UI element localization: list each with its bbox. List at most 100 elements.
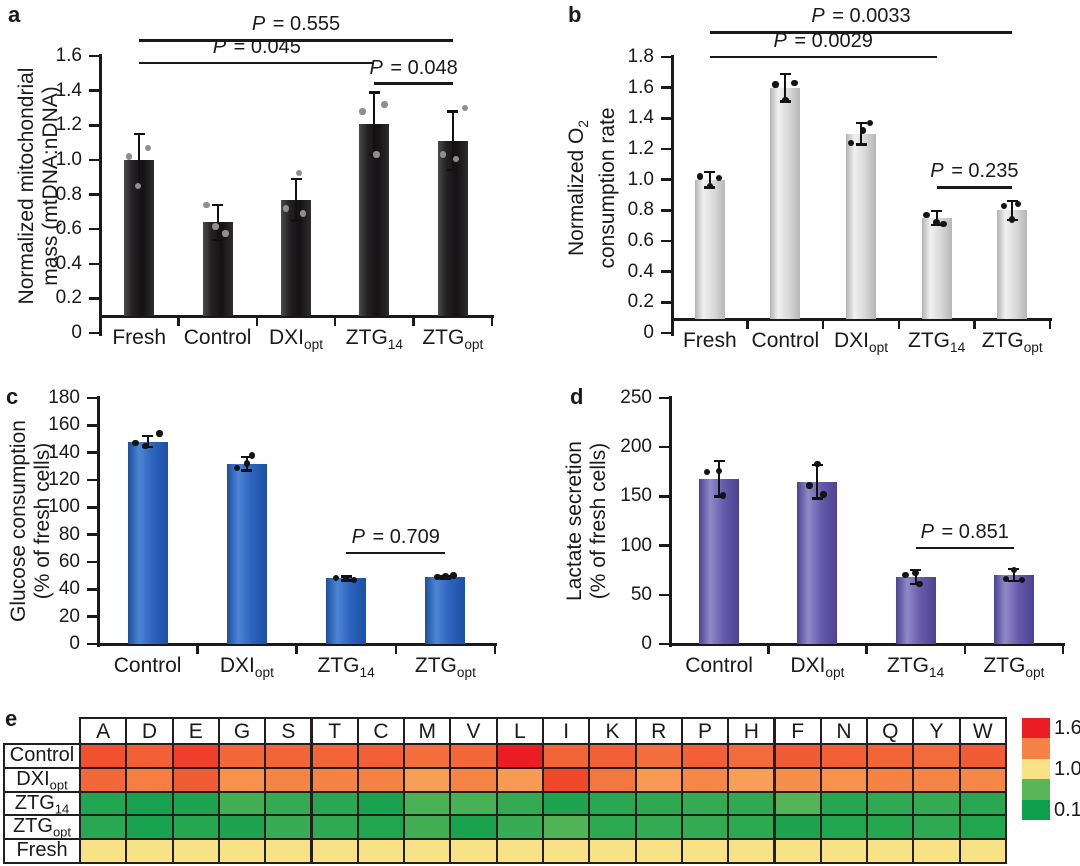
y-tick [661, 117, 672, 120]
heatmap-row-label: ZTGopt [3, 814, 81, 841]
heatmap-column-header: R [634, 717, 683, 745]
data-point [282, 205, 290, 212]
x-tick [493, 644, 497, 654]
colorbar-label: 0.1 [1054, 798, 1080, 821]
bar [770, 87, 801, 319]
y-tick [661, 239, 672, 243]
heatmap-column-header: Q [866, 717, 915, 745]
error-bar-cap-top [241, 455, 253, 458]
data-point [342, 575, 350, 583]
heatmap-cell [495, 790, 544, 817]
y-tick-label: 140 [48, 441, 80, 463]
x-axis-line [98, 314, 494, 318]
category-label: ZTG14 [908, 329, 966, 355]
y-tick-label: 40 [58, 578, 80, 600]
heatmap-cell [866, 766, 915, 793]
error-bar [138, 133, 141, 186]
y-tick-label: 1.0 [55, 148, 82, 170]
data-point [132, 439, 139, 447]
heatmap-cell [727, 766, 776, 793]
y-axis-title: Glucose consumption (% of fresh cells) [7, 420, 54, 622]
y-tick-label: 1.4 [55, 79, 82, 101]
heatmap-column-header: E [171, 717, 220, 745]
y-tick [659, 593, 670, 597]
heatmap-column-header: C [356, 717, 406, 745]
heatmap-cell [125, 790, 174, 817]
error-bar [914, 570, 917, 584]
y-tick-label: 60 [58, 551, 80, 572]
data-point [359, 108, 366, 115]
heatmap-cell [912, 766, 961, 793]
x-tick [196, 644, 199, 654]
heatmap-column-header: H [727, 717, 776, 745]
heatmap-cell [588, 838, 637, 864]
panel-c-letter: c [6, 384, 19, 409]
data-point [940, 220, 947, 228]
error-bar [294, 178, 298, 221]
y-tick [89, 193, 100, 196]
bar [425, 577, 466, 644]
y-tick [87, 533, 98, 536]
heatmap-cell [773, 838, 822, 864]
error-bar [451, 111, 454, 171]
heatmap-column-header: N [819, 717, 869, 745]
category-label: DXIopt [790, 654, 845, 680]
error-bar [718, 460, 721, 497]
error-bar-cap-bottom [212, 238, 224, 241]
x-tick [412, 316, 415, 326]
error-bar [935, 211, 938, 225]
data-point [203, 201, 210, 209]
significance-label: P = 0.709 [351, 526, 440, 549]
significance-bracket [139, 39, 453, 42]
heatmap-cell [773, 766, 822, 793]
heatmap-cell [356, 743, 406, 769]
x-axis-line [670, 317, 1052, 321]
heatmap-cell [680, 790, 730, 817]
category-label: Control [183, 326, 252, 349]
heatmap-cell [958, 838, 1007, 864]
heatmap-cell [449, 766, 498, 793]
y-tick-label: 1.6 [627, 76, 654, 98]
error-bar [816, 464, 819, 499]
y-tick [661, 301, 672, 304]
data-point [350, 576, 358, 583]
heatmap-cell [495, 814, 544, 841]
category-label: Fresh [682, 329, 737, 352]
heatmap-cell [217, 814, 267, 841]
data-point [299, 210, 307, 217]
y-tick [659, 495, 670, 498]
y-tick [87, 615, 98, 618]
heatmap-cell [588, 743, 637, 769]
heatmap-cell [449, 838, 498, 864]
y-tick [87, 642, 98, 646]
y-tick-label: 1.6 [55, 45, 82, 66]
bar [699, 478, 740, 644]
y-tick-label: 100 [620, 534, 652, 556]
heatmap-column-header: D [125, 717, 174, 745]
y-tick-label: 120 [48, 469, 80, 490]
heatmap-cell [79, 790, 128, 817]
error-bar [784, 73, 787, 102]
category-label: Control [751, 329, 820, 352]
heatmap-cell [819, 743, 869, 769]
heatmap-cell [310, 790, 359, 817]
y-axis-title: Lactate secretion (% of fresh cells) [563, 441, 610, 601]
heatmap-column-header: P [680, 717, 730, 745]
y-tick-label: 0.4 [55, 252, 82, 274]
significance-label: P = 0.048 [369, 56, 458, 79]
y-tick [89, 54, 100, 58]
heatmap-cell [912, 838, 961, 864]
data-point [933, 219, 940, 226]
category-label: Control [685, 654, 753, 677]
x-tick [295, 644, 298, 654]
colorbar-label: 1.6 [1054, 717, 1080, 740]
data-point [295, 169, 303, 177]
category-label: ZTGopt [983, 654, 1045, 680]
heatmap-cell [310, 814, 359, 841]
heatmap-cell [125, 814, 174, 841]
data-point [782, 96, 789, 104]
data-point [772, 81, 779, 88]
category-label: ZTG14 [345, 326, 403, 352]
data-point [847, 139, 855, 147]
